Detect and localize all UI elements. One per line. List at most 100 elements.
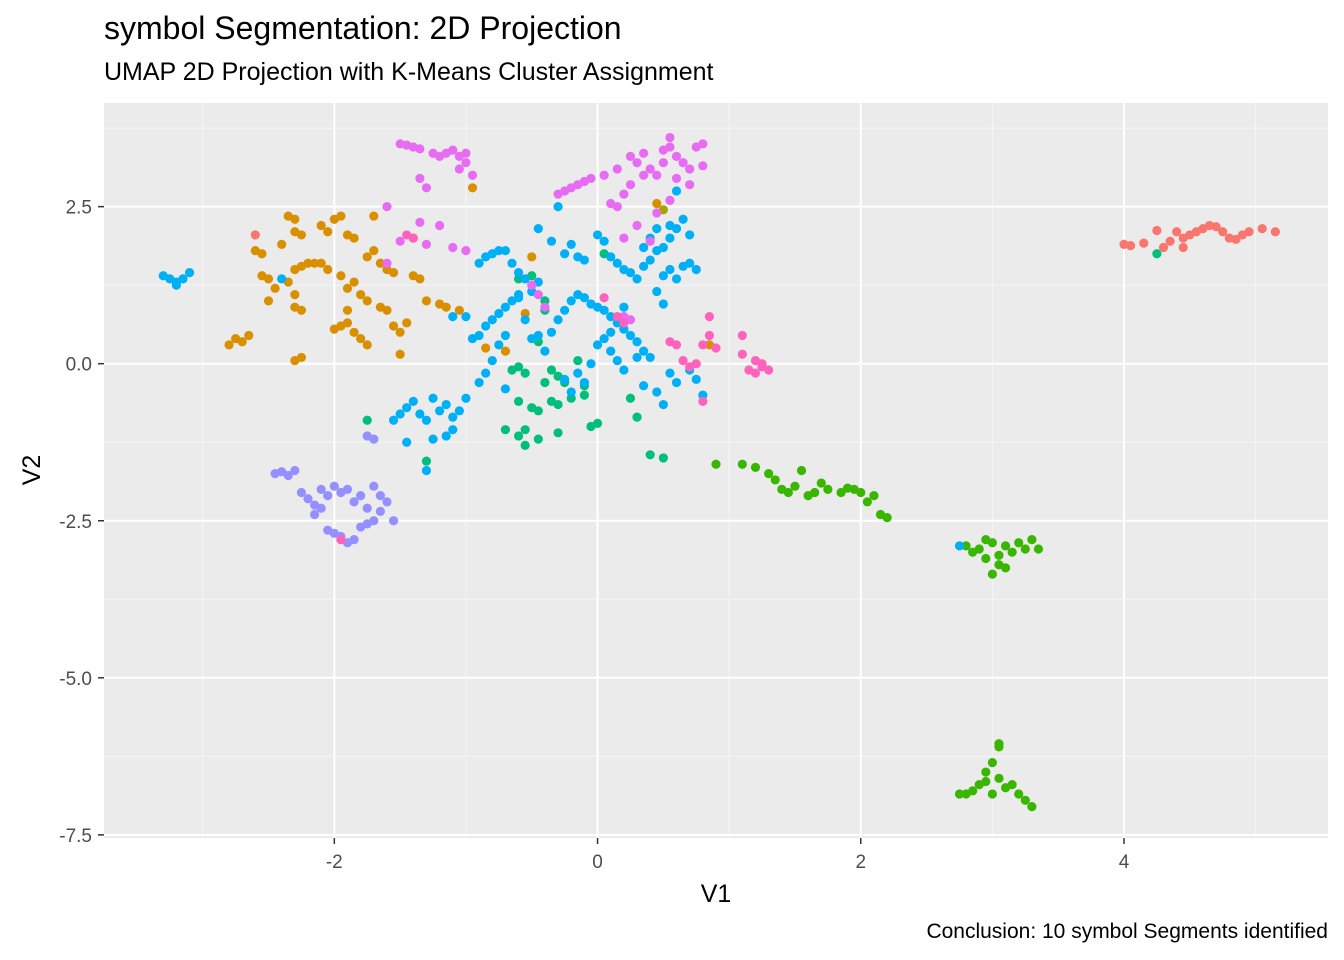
data-point (658, 453, 668, 463)
data-point (1000, 541, 1011, 551)
data-point (408, 396, 418, 406)
data-point (737, 330, 747, 341)
data-point (645, 164, 655, 174)
data-point (395, 409, 405, 419)
x-tick-label: 4 (1119, 852, 1130, 873)
data-point (461, 158, 471, 168)
data-point (1211, 222, 1221, 232)
data-point (658, 158, 668, 168)
data-point (566, 296, 576, 306)
data-points (158, 132, 1280, 812)
data-point (500, 425, 511, 435)
data-point (533, 330, 543, 341)
data-point (599, 293, 609, 303)
data-point (566, 239, 576, 249)
data-point (1165, 236, 1175, 246)
data-point (224, 340, 234, 350)
data-point (691, 264, 701, 275)
data-point (303, 258, 313, 268)
data-point (612, 355, 622, 366)
data-point (639, 148, 649, 158)
data-point (632, 352, 642, 363)
data-point (375, 258, 385, 268)
data-point (1020, 795, 1030, 805)
data-point (533, 406, 543, 416)
data-point (290, 465, 300, 476)
data-point (1014, 538, 1024, 548)
data-point (546, 327, 557, 337)
data-point (869, 491, 879, 501)
data-point (625, 268, 636, 278)
data-point (467, 170, 478, 180)
data-point (369, 434, 379, 444)
data-point (395, 349, 405, 359)
data-point (757, 359, 767, 369)
data-point (816, 478, 826, 488)
data-point (987, 569, 997, 579)
data-point (796, 465, 807, 476)
data-point (487, 315, 497, 325)
data-point (671, 274, 682, 284)
data-point (612, 202, 622, 212)
data-point (296, 352, 307, 363)
y-axis-title: V2 (18, 455, 46, 486)
data-point (435, 406, 445, 416)
y-tick-label: 2.5 (66, 198, 92, 219)
data-point (336, 535, 346, 545)
data-point (481, 368, 491, 378)
data-point (1139, 238, 1149, 248)
data-point (968, 786, 978, 796)
data-point (461, 246, 471, 256)
data-point (612, 258, 622, 268)
data-point (513, 396, 524, 406)
data-point (764, 469, 774, 479)
data-point (790, 481, 800, 491)
data-point (652, 224, 662, 234)
data-point (836, 487, 846, 498)
data-point (448, 242, 458, 253)
data-point (612, 311, 622, 322)
data-point (237, 337, 247, 347)
data-point (244, 330, 254, 341)
data-point (500, 330, 511, 341)
data-point (678, 158, 688, 168)
data-point (369, 211, 379, 221)
data-point (375, 506, 385, 516)
data-point (606, 252, 616, 262)
data-point (362, 340, 372, 350)
data-point (428, 393, 438, 403)
data-point (856, 487, 866, 498)
data-point (553, 428, 563, 438)
data-point (632, 158, 642, 168)
data-point (592, 230, 603, 240)
data-point (349, 233, 359, 243)
data-point (441, 399, 451, 410)
data-point (533, 434, 543, 444)
data-point (665, 132, 675, 143)
data-point (461, 311, 471, 322)
data-point (461, 393, 471, 403)
data-point (277, 274, 287, 284)
data-point (698, 396, 708, 406)
data-point (356, 491, 366, 501)
data-point (665, 195, 675, 205)
data-point (579, 255, 589, 265)
data-point (309, 509, 320, 520)
data-point (619, 233, 629, 243)
data-point (645, 450, 655, 460)
data-point (296, 305, 307, 315)
data-point (658, 271, 668, 281)
data-point (1007, 780, 1017, 790)
data-point (513, 431, 524, 441)
data-point (981, 767, 991, 777)
data-point (494, 308, 504, 319)
data-point (691, 359, 701, 369)
data-point (533, 224, 543, 234)
data-point (520, 315, 530, 325)
data-point (448, 412, 458, 422)
data-point (994, 739, 1004, 749)
data-point (474, 258, 484, 268)
data-point (1014, 789, 1024, 799)
data-point (1027, 801, 1037, 812)
data-point (408, 233, 418, 243)
